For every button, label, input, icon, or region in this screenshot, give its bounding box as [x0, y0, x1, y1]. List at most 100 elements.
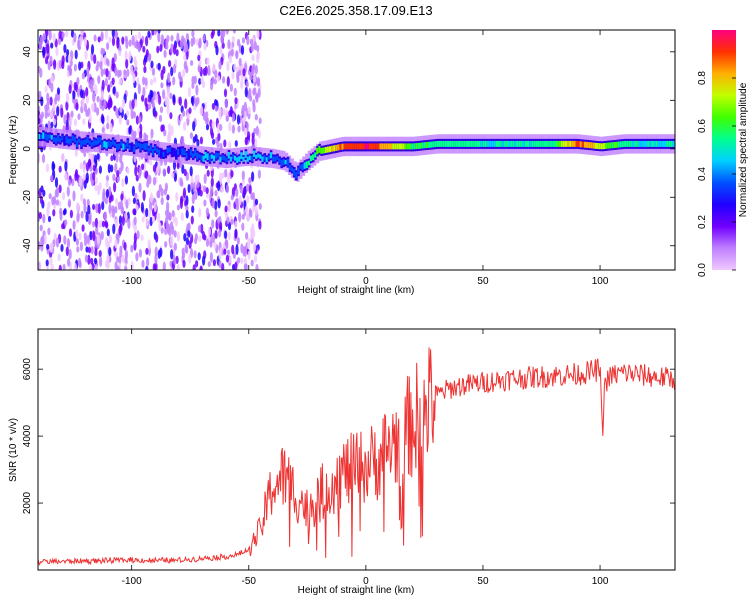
noise-speckle [148, 208, 152, 219]
noise-speckle [251, 135, 255, 145]
band-core [221, 155, 224, 160]
noise-speckle [247, 239, 251, 250]
noise-speckle [182, 110, 186, 117]
band-core [406, 143, 410, 150]
noise-speckle [180, 180, 184, 187]
band-core [371, 143, 374, 150]
noise-speckle [172, 43, 177, 55]
noise-speckle [216, 140, 220, 149]
band-core [78, 138, 81, 143]
noise-speckle [127, 218, 131, 230]
noise-speckle [94, 184, 98, 192]
noise-speckle [87, 158, 92, 168]
noise-speckle [55, 46, 59, 57]
noise-speckle [64, 219, 68, 226]
noise-speckle [241, 222, 245, 231]
band-core [446, 140, 450, 147]
band-core [175, 151, 178, 158]
band-core [387, 143, 391, 150]
noise-speckle [133, 232, 137, 244]
noise-speckle [105, 180, 109, 188]
noise-speckle [120, 161, 124, 172]
band-core [122, 143, 125, 150]
noise-speckle [162, 261, 166, 270]
band-core [529, 140, 532, 147]
noise-speckle [79, 175, 83, 187]
noise-speckle [188, 253, 192, 264]
noise-speckle [157, 32, 161, 43]
noise-speckle [66, 49, 70, 57]
noise-speckle [214, 229, 218, 239]
noise-speckle [203, 185, 207, 193]
noise-speckle [131, 185, 135, 197]
band-core [560, 140, 564, 147]
noise-speckle [205, 238, 210, 247]
noise-speckle [253, 40, 257, 51]
noise-speckle [241, 37, 246, 44]
band-core [581, 141, 585, 148]
colorbar-label: Normalized spectral amplitude [738, 82, 749, 217]
noise-speckle [165, 43, 169, 50]
noise-speckle [106, 254, 110, 265]
band-core [358, 143, 361, 150]
band-core [516, 140, 520, 147]
noise-speckle [100, 91, 104, 101]
noise-speckle [225, 115, 229, 122]
noise-speckle [101, 126, 105, 134]
noise-speckle [238, 195, 242, 206]
noise-speckle [142, 190, 146, 202]
noise-speckle [90, 153, 94, 164]
band-core [82, 140, 85, 145]
noise-speckle [103, 211, 107, 222]
band-core [586, 141, 589, 148]
noise-speckle [121, 215, 125, 226]
band-core [459, 140, 463, 147]
noise-speckle [222, 76, 226, 84]
noise-speckle [207, 227, 211, 236]
noise-speckle [58, 165, 62, 173]
band-core [476, 140, 479, 147]
noise-speckle [249, 94, 253, 102]
noise-speckle [226, 249, 231, 256]
noise-speckle [218, 60, 222, 70]
noise-speckle [87, 254, 91, 265]
noise-speckle [158, 184, 162, 192]
noise-speckle [67, 179, 72, 187]
band-core [164, 151, 168, 157]
noise-speckle [231, 124, 235, 134]
noise-speckle [142, 45, 146, 53]
noise-speckle [94, 177, 98, 185]
band-core [628, 140, 631, 147]
noise-speckle [64, 161, 68, 172]
noise-speckle [202, 34, 206, 42]
noise-speckle [132, 111, 136, 119]
noise-speckle [203, 173, 207, 184]
noise-speckle [126, 119, 130, 126]
band-core [518, 140, 522, 147]
band-core [524, 140, 528, 147]
noise-speckle [97, 36, 101, 43]
noise-speckle [85, 86, 89, 98]
band-core [135, 141, 138, 148]
noise-speckle [248, 185, 252, 195]
band-core [73, 136, 77, 143]
band-core [356, 143, 359, 150]
noise-speckle [39, 224, 43, 232]
noise-speckle [60, 244, 64, 252]
band-core [432, 141, 435, 148]
noise-speckle [135, 174, 139, 182]
band-core [307, 160, 311, 166]
noise-speckle [103, 99, 107, 109]
band-core [202, 155, 205, 162]
noise-speckle [82, 173, 87, 182]
noise-speckle [180, 38, 184, 50]
noise-speckle [194, 174, 198, 185]
band-core [495, 140, 498, 147]
band-core [153, 146, 157, 151]
noise-speckle [228, 55, 232, 64]
band-core [354, 143, 357, 150]
band-core [297, 167, 300, 175]
noise-speckle [81, 224, 85, 232]
band-core [341, 143, 345, 150]
noise-speckle [241, 170, 245, 181]
